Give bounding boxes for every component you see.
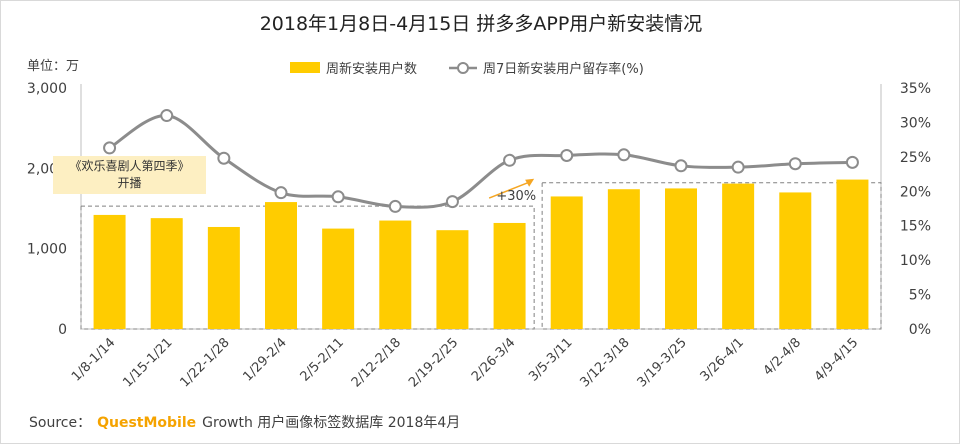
x-tick-label: 2/26-3/4 <box>469 335 518 384</box>
annotation-line1: 《欢乐喜剧人第四季》 <box>69 159 190 173</box>
source-suffix: Growth 用户画像标签数据库 2018年4月 <box>202 415 461 431</box>
x-tick-label: 2/12-2/18 <box>349 335 404 390</box>
line-point-2 <box>160 109 174 123</box>
chart-title: 2018年1月8日-4月15日 拼多多APP用户新安装情况 <box>259 13 703 35</box>
bar-14 <box>836 179 869 329</box>
line-point-11 <box>674 159 688 173</box>
legend-line-swatch <box>449 61 478 74</box>
line-point-13 <box>788 157 802 171</box>
bar-7 <box>436 230 469 329</box>
x-tick-label: 3/12-3/18 <box>577 335 632 390</box>
y-right-tick-label: 35% <box>900 81 931 97</box>
bar-2 <box>150 218 183 329</box>
y-right-tick-label: 30% <box>900 115 931 131</box>
y-left-tick-label: 3,000 <box>27 81 67 97</box>
line-point-9 <box>560 148 574 162</box>
line-point-10 <box>617 148 631 162</box>
line-point-4 <box>274 186 288 200</box>
annotation-box: 《欢乐喜剧人第四季》 开播 <box>53 156 206 194</box>
source-brand: QuestMobile <box>97 415 197 431</box>
line-point-3 <box>217 151 231 165</box>
bar-3 <box>207 226 240 329</box>
legend: 周新安装用户数 周7日新安装用户留存率(%) <box>290 58 644 77</box>
x-tick-label: 2/19-2/25 <box>406 335 461 390</box>
x-tick-label: 4/9-4/15 <box>812 335 861 384</box>
source-note: Source： QuestMobile Growth 用户画像标签数据库 2018年… <box>29 412 460 432</box>
x-tick-label: 3/26-4/1 <box>698 335 747 384</box>
legend-bar-label: 周新安装用户数 <box>326 62 418 77</box>
annotation-line2: 开播 <box>117 176 142 190</box>
bar-13 <box>779 192 812 329</box>
x-tick-label: 1/15-1/21 <box>120 335 175 390</box>
x-tick-label: 2/5-2/11 <box>298 335 347 384</box>
x-tick-label: 3/19-3/25 <box>635 335 690 390</box>
bar-12 <box>722 183 755 329</box>
y-right-tick-label: 20% <box>900 184 931 200</box>
growth-arrow-line <box>488 181 531 199</box>
bar-6 <box>379 220 412 329</box>
y-left-tick-label: 1,000 <box>27 242 67 258</box>
line-point-5 <box>331 190 345 204</box>
unit-label: 单位：万 <box>27 59 80 74</box>
x-tick-label: 1/29-2/4 <box>240 335 289 384</box>
line-point-7 <box>445 195 459 209</box>
bar-11 <box>665 188 697 329</box>
bar-1 <box>93 214 126 329</box>
legend-bar-swatch <box>290 62 320 73</box>
growth-arrow-head <box>525 178 535 187</box>
bar-9 <box>550 196 583 329</box>
growth-label: +30% <box>496 189 536 204</box>
group-box-before <box>80 205 535 330</box>
y-right-tick-label: 25% <box>900 150 931 166</box>
line-point-1 <box>103 141 117 155</box>
x-tick-label: 3/5-3/11 <box>526 335 575 384</box>
x-tick-label: 1/8-1/14 <box>69 335 118 384</box>
line-point-14 <box>845 155 859 169</box>
bar-5 <box>322 228 355 329</box>
y-left-tick-label: 0 <box>58 322 67 338</box>
x-tick-label: 4/2-4/8 <box>761 335 805 379</box>
y-right-tick-label: 0% <box>909 322 931 338</box>
source-prefix: Source： <box>29 415 92 431</box>
line-point-8 <box>503 153 517 167</box>
y-right-tick-label: 5% <box>909 288 931 304</box>
x-tick-label: 1/22-1/28 <box>177 335 232 390</box>
bar-8 <box>493 222 526 329</box>
line-point-12 <box>731 160 745 174</box>
y-right-tick-label: 10% <box>900 253 931 269</box>
legend-line-label: 周7日新安装用户留存率(%) <box>483 62 644 77</box>
bar-4 <box>265 202 297 329</box>
line-point-6 <box>388 199 402 213</box>
y-right-tick-label: 15% <box>900 219 931 235</box>
bar-10 <box>607 189 640 329</box>
group-box-after <box>541 182 882 330</box>
